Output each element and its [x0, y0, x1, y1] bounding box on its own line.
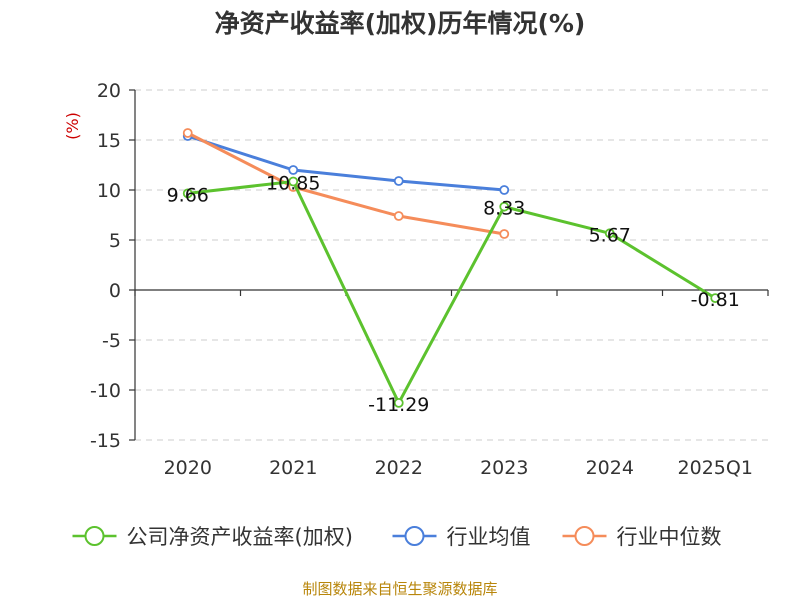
data-label: 8.33: [483, 198, 525, 220]
source-note: 制图数据来自恒生聚源数据库: [302, 580, 497, 598]
series-lines: [182, 128, 721, 408]
y-tick-label: 10: [97, 180, 121, 202]
legend-label: 公司净资产收益率(加权): [127, 525, 353, 549]
data-label: 9.66: [167, 184, 209, 206]
data-label: -0.81: [691, 289, 740, 311]
data-label: 10.85: [266, 173, 320, 195]
chart-title: 净资产收益率(加权)历年情况(%): [215, 9, 586, 38]
legend-swatch-marker: [574, 526, 595, 546]
series-line: [187, 180, 717, 405]
data-point: [288, 176, 299, 187]
y-tick-label: 15: [97, 130, 121, 152]
legend-swatch-marker: [404, 526, 425, 546]
x-tick-label: 2023: [480, 457, 528, 479]
x-tick-label: 2025Q1: [678, 457, 753, 479]
x-tick-label: 2021: [269, 457, 317, 479]
data-point: [393, 211, 404, 221]
x-tick-label: 2022: [375, 457, 423, 479]
series-line: [187, 131, 505, 236]
legend: 公司净资产收益率(加权) 行业均值 行业中位数: [72, 525, 722, 549]
y-tick-label: 0: [109, 280, 121, 302]
data-point: [182, 188, 193, 199]
data-point: [499, 201, 510, 212]
y-tick-labels: 20 15 10 5 0 -5 -10 -15: [90, 80, 121, 452]
x-tick-labels: 2020 2021 2022 2023 2024 2025Q1: [164, 457, 753, 479]
x-tick-label: 2020: [164, 457, 212, 479]
axes: [129, 89, 769, 441]
data-point: [288, 165, 299, 175]
data-point: [604, 228, 615, 239]
y-tick-label: -5: [102, 330, 121, 352]
y-tick-label: 5: [109, 230, 121, 252]
series-line: [187, 134, 505, 192]
y-tick-label: -15: [90, 430, 121, 452]
data-label: 5.67: [589, 224, 631, 246]
data-point: [182, 128, 193, 138]
data-labels: 9.66 10.85 -11.29 8.33 5.67 -0.81: [167, 173, 740, 416]
y-tick-label: -10: [90, 380, 121, 402]
legend-label: 行业均值: [447, 525, 531, 549]
y-axis-label: (%): [63, 112, 82, 140]
data-point: [710, 293, 721, 304]
x-tick-label: 2024: [586, 457, 634, 479]
legend-label: 行业中位数: [617, 525, 722, 549]
data-point: [393, 397, 404, 408]
grid-lines: [135, 89, 768, 441]
data-point: [393, 176, 404, 186]
data-label: -11.29: [368, 394, 429, 416]
data-point: [499, 185, 510, 195]
data-point: [499, 229, 510, 239]
legend-swatch-marker: [84, 526, 105, 546]
y-tick-label: 20: [97, 80, 121, 102]
